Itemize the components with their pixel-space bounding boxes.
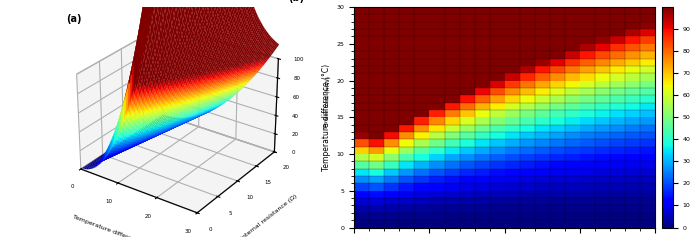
Text: (b): (b) xyxy=(288,0,304,3)
X-axis label: Temperature difference (°C): Temperature difference (°C) xyxy=(72,214,156,237)
Y-axis label: Temperature difference (°C): Temperature difference (°C) xyxy=(322,64,331,171)
Y-axis label: Internal resistance (Ω): Internal resistance (Ω) xyxy=(240,193,298,237)
Text: (a): (a) xyxy=(66,14,81,24)
